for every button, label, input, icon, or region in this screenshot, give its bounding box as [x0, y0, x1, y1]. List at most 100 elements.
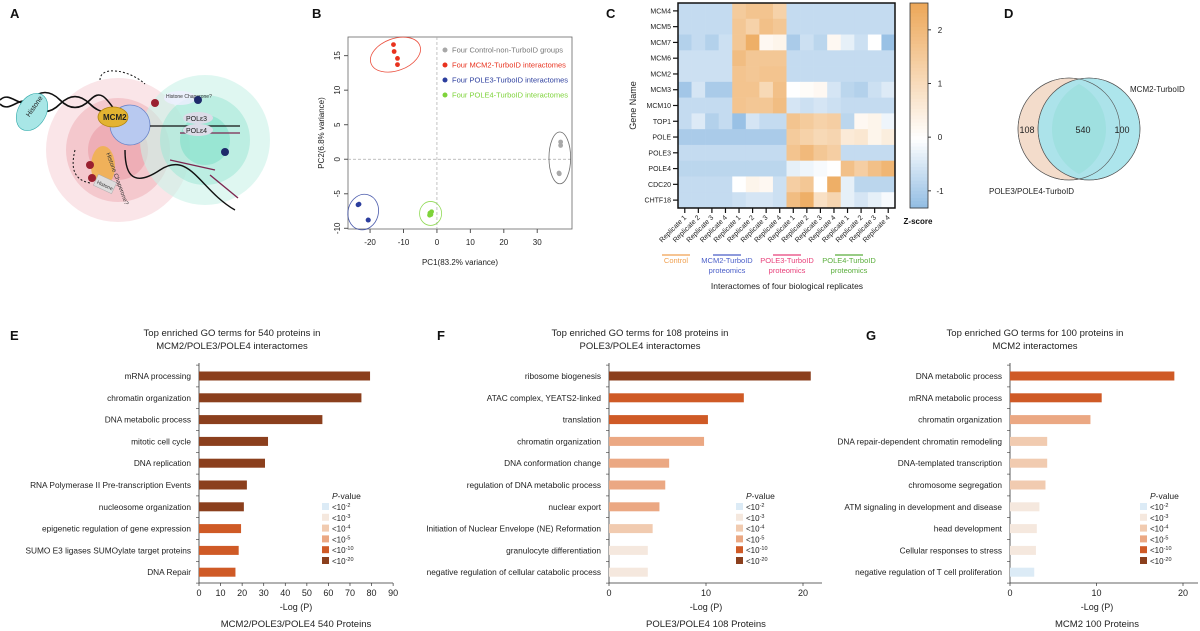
heatmap-cell [759, 66, 774, 83]
category-label: DNA Repair [147, 567, 191, 577]
legend-swatch [322, 513, 329, 521]
heatmap-cell [759, 192, 774, 209]
x-tick-label: -20 [364, 238, 376, 247]
group-label: POLE3-TurboID [760, 256, 814, 265]
heatmap-cell [705, 113, 719, 130]
colorbar-segment [910, 3, 928, 7]
heatmap-cell [881, 66, 896, 83]
heatmap-cell [813, 176, 828, 193]
plot-frame [347, 36, 573, 230]
legend-swatch [736, 503, 743, 510]
heatmap-cell [800, 18, 814, 35]
row-label: POLE4 [648, 166, 671, 173]
bar [199, 371, 371, 381]
row-label: POLE [652, 135, 671, 142]
heatmap-cell [827, 81, 842, 98]
colorbar-label: Z-score [904, 217, 933, 226]
heatmap-cell [732, 3, 747, 20]
heatmap-cell [786, 50, 801, 67]
heatmap-cell [800, 176, 814, 193]
heatmap-cell [881, 18, 896, 35]
heatmap-cell [772, 81, 787, 98]
heatmap-cell [772, 3, 787, 20]
legend-item-exponent: -20 [346, 557, 354, 563]
legend-item-label: <10-3 [746, 514, 764, 523]
panel-b-pca-scatter: B -20 -10 0 10 20 30 -10 -5 0 5 10 15 PC1(83.2% varia… [312, 6, 573, 267]
category-label: Initiation of Nuclear Envelope (NE) Refo… [426, 524, 601, 534]
data-point [556, 171, 562, 177]
heatmap-cell [881, 129, 896, 146]
colorbar-segment [910, 85, 928, 89]
chart-subtitle: MCM2/POLE3/POLE4 540 Proteins [221, 619, 372, 630]
row-label: CHTF18 [645, 198, 672, 205]
bar [199, 436, 269, 446]
data-point [395, 56, 400, 61]
heatmap-cell [745, 113, 760, 130]
heatmap-cell [854, 160, 869, 177]
heatmap-cell [840, 3, 855, 20]
legend-title-rest: -value [1156, 491, 1179, 501]
heatmap-cell [881, 176, 896, 193]
heatmap-cell [840, 50, 855, 67]
bar [1010, 371, 1175, 381]
legend-title: P-value [332, 491, 361, 501]
heatmap-cell [881, 144, 896, 161]
row-label: MCM4 [650, 8, 671, 15]
bar [1010, 415, 1091, 425]
mcm2-icon [97, 106, 129, 128]
chart-title: Top enriched GO terms for 100 proteins i… [947, 328, 1124, 339]
bar [609, 524, 653, 534]
heatmap-cell [772, 144, 787, 161]
colorbar-frame [909, 2, 929, 209]
heatmap-cell [813, 18, 828, 35]
heatmap-cell [732, 160, 747, 177]
x-tick-label: -10 [398, 238, 410, 247]
legend-title: P-value [746, 491, 775, 501]
colorbar-tick-label: -1 [936, 187, 944, 196]
legend-item-base: <10 [332, 525, 346, 534]
group-label: MCM2-TurboID [701, 256, 753, 265]
heatmap-cell [813, 50, 828, 67]
heatmap-cell [691, 113, 706, 130]
heatmap-cell [786, 160, 801, 177]
venn-overlap [1052, 84, 1106, 174]
heatmap-cell [691, 18, 706, 35]
heatmap-cell [759, 3, 774, 20]
colorbar-segment [910, 204, 928, 209]
bar [1010, 458, 1048, 468]
colorbar-segment [910, 170, 928, 175]
heatmap-cell [691, 144, 706, 161]
heatmap-cell [786, 66, 801, 83]
legend-item-label: <10-20 [746, 557, 768, 566]
heatmap-cell [881, 192, 896, 209]
heatmap-cell [691, 66, 706, 83]
legend-item-label: <10-20 [332, 557, 354, 566]
colorbar-segment [910, 163, 928, 168]
colorbar-segment [910, 98, 928, 103]
colorbar-segment [910, 102, 928, 106]
heatmap-cell [827, 97, 842, 114]
heatmap-cell [678, 176, 692, 193]
heatmap-cell [718, 97, 733, 114]
heatmap-cell [772, 113, 787, 130]
heatmap-cell [759, 97, 774, 114]
colorbar-segment [910, 40, 928, 45]
heatmap-cell [786, 192, 801, 209]
x-tick-label: 90 [388, 588, 398, 598]
legend-item-label: <10-3 [1150, 514, 1168, 523]
heatmap-cell [800, 97, 814, 114]
legend-item-exponent: -2 [1164, 503, 1169, 509]
legend-swatch [736, 513, 743, 521]
bar [609, 480, 666, 490]
heatmap-cell [732, 81, 747, 98]
legend-title-italic: P [332, 491, 338, 501]
heatmap-cell [718, 129, 733, 146]
legend-item-base: <10 [746, 546, 760, 555]
category-label: DNA-templated transcription [898, 458, 1003, 468]
x-tick-label: 60 [323, 588, 333, 598]
bar [1010, 393, 1102, 403]
group-label: Control [664, 256, 689, 265]
legend-item-base: <10 [1150, 557, 1164, 566]
heatmap-cell [759, 34, 774, 51]
legend-item-base: <10 [332, 557, 346, 566]
